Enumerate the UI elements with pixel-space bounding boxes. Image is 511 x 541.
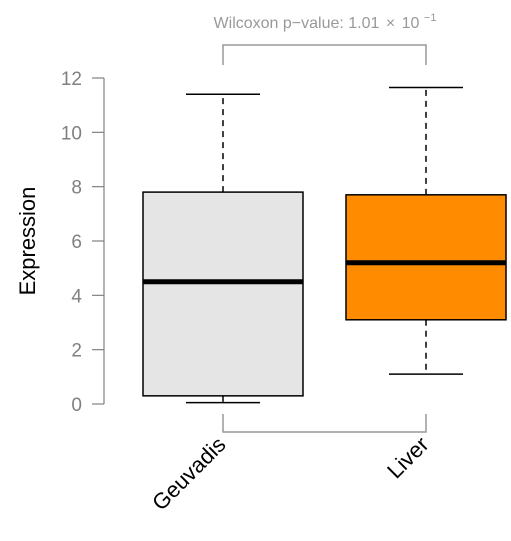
y-tick-label: 2 [71,341,82,362]
x-tick-label-liver: Liver [382,432,433,483]
x-tick-labels: Geuvadis Liver [147,432,433,515]
y-axis: 0 2 4 6 8 10 12 [61,69,105,416]
box-liver [345,86,507,375]
p-value-exponent: −1 [424,12,437,24]
y-tick-label: 6 [71,232,82,253]
p-value-prefix: Wilcoxon p−value: 1.01 [214,15,380,32]
p-value-times: × [386,15,395,32]
bottom-comparison-bracket [222,414,427,433]
y-tick-label: 4 [71,286,82,307]
top-comparison-bracket [222,44,427,65]
y-tick-label: 10 [61,123,82,144]
y-tick-label: 8 [71,178,82,199]
boxes-group [142,86,507,404]
p-value-annotation: Wilcoxon p−value: 1.01 × 10 −1 [214,12,437,32]
y-tick-label: 0 [71,395,82,416]
p-value-base: 10 [402,15,420,32]
box-geuvadis [142,93,304,404]
iqr-box [142,191,304,397]
iqr-box [345,194,507,321]
y-axis-label: Expression [15,187,40,296]
x-tick-label-geuvadis: Geuvadis [147,432,230,515]
y-tick-label: 12 [61,69,82,90]
